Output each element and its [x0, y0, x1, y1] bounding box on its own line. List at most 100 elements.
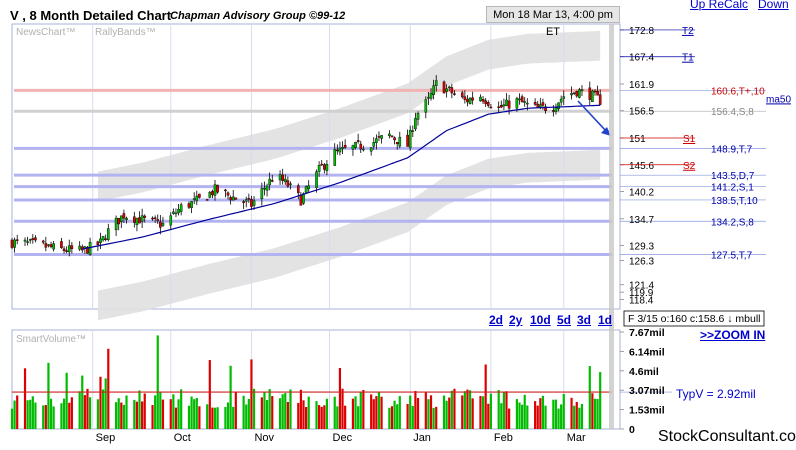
volume-bar [406, 403, 409, 429]
volume-bar [521, 404, 524, 429]
candle-body [338, 147, 342, 153]
volume-bar [357, 406, 360, 429]
volume-bar [34, 402, 37, 429]
volume-bar [596, 398, 599, 429]
volume-bar [518, 402, 521, 429]
volume-bar [88, 397, 92, 429]
timeframe-10d[interactable]: 10d [530, 313, 551, 327]
candle-body [23, 239, 27, 242]
month-label: Sep [96, 432, 116, 444]
candle-body [270, 180, 274, 182]
volume-bar [515, 399, 519, 429]
volume-bar [593, 398, 597, 429]
projection-arrow [577, 100, 611, 136]
volume-tick-label: 4.6mil [629, 366, 659, 378]
volume-bar [245, 404, 248, 429]
quote-box-text: F 3/15 o:160 c:158.6 ↓ mbull [628, 313, 761, 325]
candle-body [466, 98, 469, 103]
candle-body [559, 98, 563, 103]
candle-body [479, 96, 482, 102]
candle-body [343, 145, 347, 148]
volume-bar [286, 401, 289, 429]
volume-bar [471, 398, 474, 429]
candle-body [484, 100, 487, 105]
volume-bar [362, 389, 365, 429]
candle-body [169, 215, 173, 226]
volume-bar [372, 399, 375, 429]
zoom-in-link[interactable]: >>ZOOM IN [700, 328, 766, 342]
timeframe-3d[interactable]: 3d [577, 313, 592, 327]
volume-bar [390, 406, 394, 429]
volume-tick-label: 7.67mil [629, 327, 665, 339]
volume-bar [393, 400, 396, 429]
volume-bar [432, 407, 435, 429]
volume-tick-label: 0 [629, 424, 635, 436]
volume-bar [226, 402, 230, 429]
level-marker: T2 [682, 26, 694, 37]
volume-bar [65, 372, 68, 429]
candle-body [507, 100, 511, 109]
candle-body [13, 239, 16, 248]
candle-body [213, 184, 217, 196]
candle-body [325, 164, 329, 171]
volume-bar [479, 396, 482, 429]
upper-rally-band [97, 30, 601, 202]
volume-bar [70, 397, 73, 429]
volume-bar [299, 389, 302, 429]
ma50-path [82, 104, 601, 250]
timeframe-2d[interactable]: 2d [489, 313, 504, 327]
lower-rally-band [97, 149, 601, 321]
candle-body [247, 198, 251, 200]
candle-body [229, 197, 232, 201]
volume-bar [159, 392, 162, 429]
volume-bar [416, 398, 420, 429]
candle-body [515, 98, 519, 109]
price-tick-label: 126.3 [629, 256, 654, 267]
candle-body [523, 101, 527, 103]
volume-bar [318, 405, 321, 429]
volume-bar [377, 391, 381, 429]
candle-body [359, 143, 363, 150]
timeframe-1d[interactable]: 1d [598, 313, 613, 327]
volume-bar [580, 403, 584, 429]
candle-body [447, 86, 451, 89]
candle-body [101, 236, 105, 241]
candle-body [552, 110, 555, 112]
candle-body [15, 239, 19, 241]
level-label: 143.5,D,7 [711, 171, 755, 182]
volume-bar [323, 405, 326, 429]
support-resistance-lines [14, 88, 766, 256]
price-tick-label: 151 [629, 134, 646, 145]
candle-body [580, 89, 584, 91]
up-recalc-link[interactable]: Up ReCalc [690, 0, 749, 11]
candle-body [62, 248, 66, 251]
volume-bar [117, 398, 120, 429]
price-tick-label: 134.7 [629, 215, 654, 226]
ma50-line [82, 104, 601, 250]
month-label: Dec [333, 432, 353, 444]
volume-bar [396, 404, 399, 429]
candle-body [263, 188, 266, 190]
down-link[interactable]: Down [758, 0, 789, 11]
candle-body [216, 184, 219, 193]
volume-bar [375, 396, 378, 429]
volume-bar [435, 406, 438, 429]
candle-body [354, 142, 357, 148]
volume-bar [211, 407, 214, 429]
volume-bar [570, 397, 573, 429]
volume-bar [247, 398, 250, 429]
volume-bar [450, 390, 453, 429]
volume-bar [224, 407, 227, 429]
volume-bar [398, 396, 401, 429]
candle-body [533, 101, 537, 105]
candle-body [497, 106, 500, 108]
volume-bar [68, 402, 71, 429]
timeframe-2y[interactable]: 2y [509, 313, 523, 327]
candle-body [268, 178, 271, 186]
volume-bar [23, 368, 27, 429]
candle-body [598, 94, 602, 105]
timeframe-5d[interactable]: 5d [557, 313, 572, 327]
candle-body [562, 96, 566, 99]
volume-bar [60, 403, 63, 429]
candle-body [320, 163, 324, 166]
